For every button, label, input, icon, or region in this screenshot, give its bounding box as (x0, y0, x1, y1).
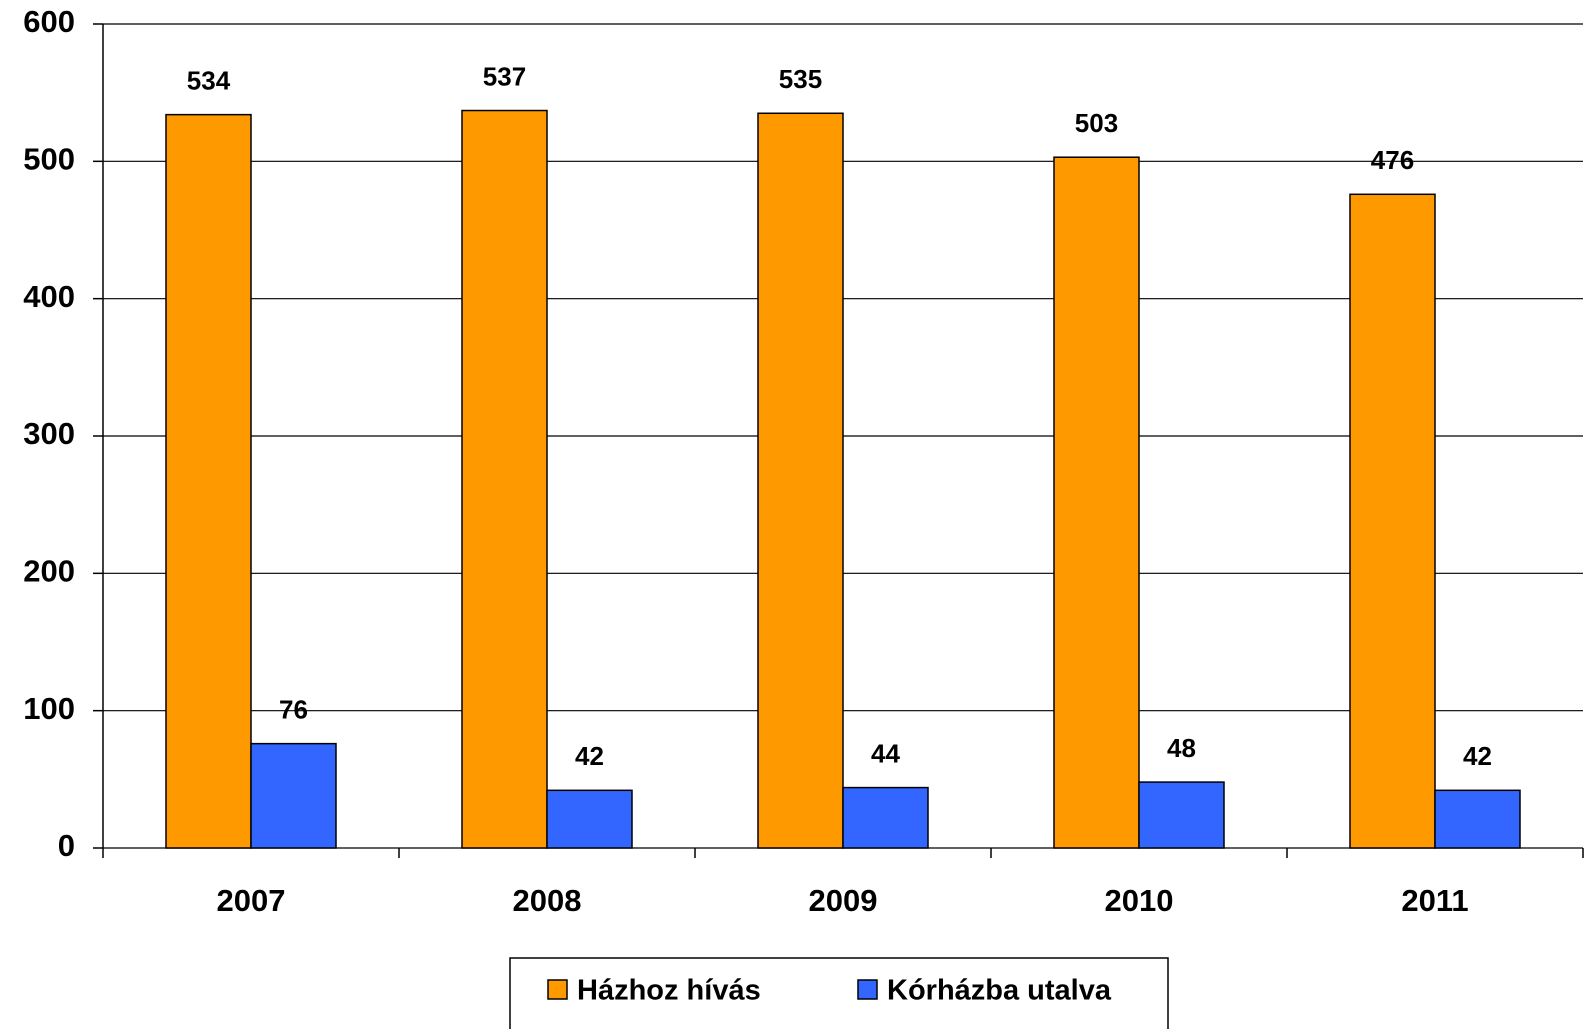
y-tick-label: 200 (23, 554, 75, 589)
x-tick-label: 2009 (809, 883, 878, 918)
value-label: 44 (871, 738, 900, 768)
bar (165, 113, 252, 849)
y-tick-label: 0 (58, 828, 75, 863)
bar (1434, 789, 1521, 849)
value-label: 42 (575, 741, 604, 771)
bar (250, 742, 337, 849)
x-tick-label: 2011 (1401, 883, 1468, 918)
value-label: 535 (779, 64, 822, 94)
value-label: 534 (187, 66, 231, 96)
bar (757, 112, 844, 849)
bar (1138, 781, 1225, 849)
legend-box (509, 957, 1169, 1029)
value-label: 503 (1075, 108, 1118, 138)
legend-swatch (857, 979, 878, 1000)
value-label: 76 (279, 695, 308, 725)
legend-swatch (547, 979, 568, 1000)
y-tick-label: 100 (23, 691, 75, 726)
y-tick-label: 400 (23, 279, 75, 314)
bar (1349, 193, 1436, 849)
bar (461, 109, 548, 849)
bar (1053, 156, 1140, 849)
y-tick-label: 500 (23, 142, 75, 177)
legend-label: Házhoz hívás (577, 975, 761, 1007)
bar (546, 789, 633, 849)
x-tick-label: 2008 (513, 883, 582, 918)
bar (842, 786, 929, 849)
value-label: 476 (1371, 145, 1414, 175)
x-tick-label: 2010 (1105, 883, 1174, 918)
value-label: 537 (483, 61, 526, 91)
y-tick-label: 600 (23, 4, 75, 39)
value-label: 42 (1463, 741, 1492, 771)
legend-label: Kórházba utalva (887, 975, 1112, 1007)
y-tick-label: 300 (23, 416, 75, 451)
x-tick-label: 2007 (217, 883, 286, 918)
value-label: 48 (1167, 733, 1196, 763)
